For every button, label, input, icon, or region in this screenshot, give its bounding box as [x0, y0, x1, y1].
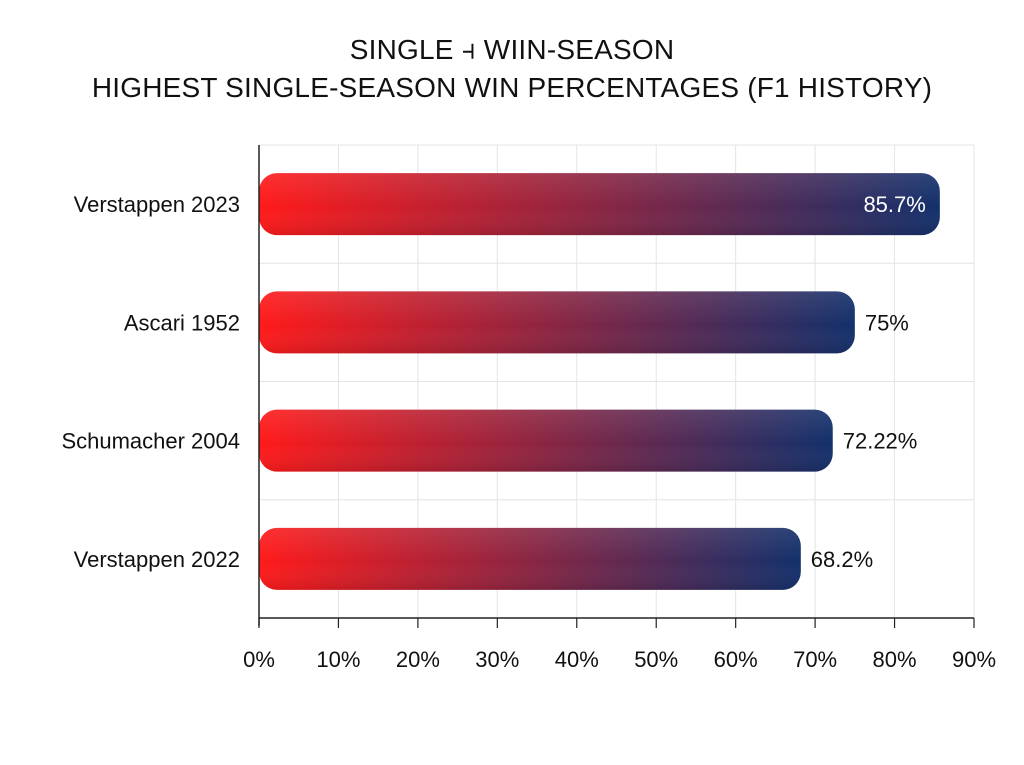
- bar-shade: [259, 527, 801, 590]
- bar-shade: [259, 291, 855, 354]
- chart-title: SINGLE ⫞ WIIN-SEASON: [349, 34, 675, 65]
- value-label: 72.22%: [843, 429, 918, 454]
- labels: Verstappen 2023 85.7% Ascari 1952 75% Schuma…: [61, 192, 996, 672]
- category-label: Verstappen 2022: [74, 547, 240, 572]
- x-tick-label: 40%: [555, 647, 599, 672]
- x-tick-label: 90%: [952, 647, 996, 672]
- axes: [258, 145, 975, 628]
- x-tick-label: 80%: [873, 647, 917, 672]
- value-label: 68.2%: [811, 547, 873, 572]
- x-tick-label: 50%: [634, 647, 678, 672]
- value-label: 75%: [865, 310, 909, 335]
- x-tick-label: 0%: [243, 647, 275, 672]
- category-label: Ascari 1952: [124, 310, 240, 335]
- value-label: 85.7%: [863, 192, 925, 217]
- x-tick-label: 10%: [316, 647, 360, 672]
- bars: [259, 173, 940, 590]
- category-label: Schumacher 2004: [61, 429, 240, 454]
- x-tick-label: 20%: [396, 647, 440, 672]
- x-tick-label: 30%: [475, 647, 519, 672]
- chart-subtitle: HIGHEST SINGLE-SEASON WIN PERCENTAGES (F…: [91, 72, 933, 103]
- category-label: Verstappen 2023: [74, 192, 240, 217]
- bar-shade: [259, 173, 940, 236]
- x-tick-label: 70%: [793, 647, 837, 672]
- x-tick-label: 60%: [714, 647, 758, 672]
- bar-shade: [259, 409, 833, 472]
